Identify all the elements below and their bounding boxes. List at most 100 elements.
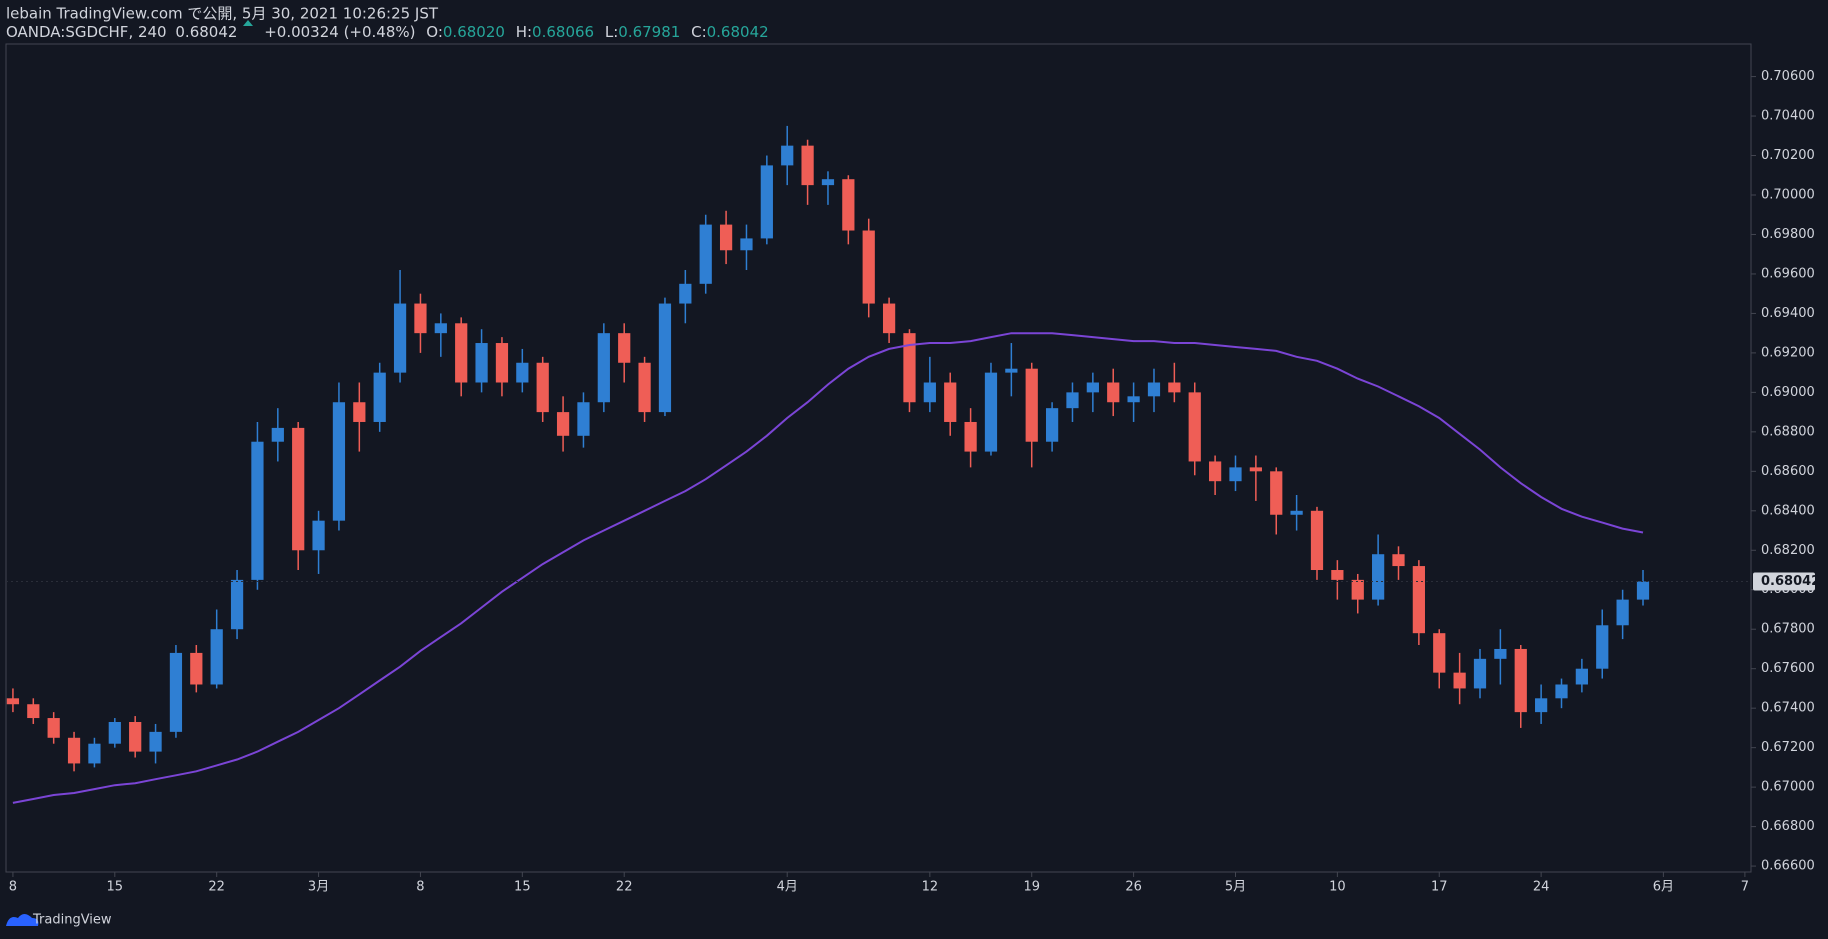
candle-body <box>1575 668 1588 685</box>
y-tick-label: 0.67000 <box>1761 780 1815 795</box>
candle-body <box>67 737 81 764</box>
y-tick-label: 0.68800 <box>1761 424 1815 439</box>
candle-body <box>108 721 121 744</box>
x-tick-label: 22 <box>208 880 225 895</box>
candle-body <box>1208 461 1222 482</box>
candle-body <box>475 343 488 383</box>
y-tick-label: 0.70600 <box>1761 69 1815 84</box>
last-price-label: 0.68042 <box>1761 574 1820 589</box>
candle-body <box>1351 579 1364 600</box>
c-label: C: <box>691 23 707 41</box>
x-tick-label: 10 <box>1329 880 1346 895</box>
candle-body <box>27 704 40 719</box>
candle-body <box>1310 510 1324 571</box>
candle-body <box>882 303 896 334</box>
candle-body <box>944 382 957 422</box>
candle-body <box>984 372 998 452</box>
candle-body <box>760 165 773 239</box>
candle-body <box>414 303 427 334</box>
x-tick-label: 17 <box>1431 880 1448 895</box>
candle-body <box>516 362 529 383</box>
candle-body <box>923 382 936 403</box>
candle-body <box>1555 684 1568 699</box>
candle-body <box>149 731 162 752</box>
x-tick-label: 4月 <box>777 880 798 895</box>
candle-body <box>434 323 447 334</box>
y-tick-label: 0.70400 <box>1761 109 1815 124</box>
candle-body <box>781 145 794 166</box>
candle-body <box>190 652 203 685</box>
candle-body <box>6 698 20 705</box>
o-value: 0.68020 <box>443 23 505 41</box>
y-tick-label: 0.69400 <box>1761 306 1815 321</box>
candle-body <box>1596 625 1609 669</box>
candle-body <box>1494 648 1507 659</box>
candle-body <box>1331 570 1344 580</box>
y-tick-label: 0.67400 <box>1761 701 1815 716</box>
y-tick-label: 0.69200 <box>1761 345 1815 360</box>
moving-average <box>12 332 1644 804</box>
candle-body <box>495 343 509 383</box>
l-label: L: <box>605 23 618 41</box>
candle-body <box>536 362 549 413</box>
candle-body <box>129 721 142 752</box>
candle-body <box>821 179 835 186</box>
y-tick-label: 0.67600 <box>1761 661 1815 676</box>
candle-body <box>618 333 631 363</box>
plot-frame <box>5 43 1752 873</box>
x-tick-label: 3月 <box>308 880 329 895</box>
candle-body <box>556 412 570 436</box>
candle-body <box>903 333 916 403</box>
candle-body <box>455 323 468 383</box>
candle-body <box>1249 467 1262 472</box>
candle-body <box>1270 471 1283 515</box>
candle-body <box>373 372 386 422</box>
candle-body <box>597 333 610 403</box>
x-tick-label: 15 <box>514 880 531 895</box>
header-title: lebain TradingView.com で公開, 5月 30, 2021 … <box>6 5 439 23</box>
candle-body <box>801 145 814 186</box>
up-arrow <box>243 20 253 26</box>
logo <box>6 914 39 926</box>
candle-body <box>230 579 244 630</box>
candle-body <box>1025 368 1038 442</box>
y-tick-label: 0.68400 <box>1761 503 1815 518</box>
footer-brand: TradingView <box>32 913 112 928</box>
candle-body <box>1168 382 1181 393</box>
candle-body <box>1514 648 1527 713</box>
y-tick-label: 0.66600 <box>1761 859 1815 874</box>
y-tick-label: 0.69600 <box>1761 266 1815 281</box>
y-tick-label: 0.67800 <box>1761 622 1815 637</box>
candle-body <box>88 743 101 764</box>
y-tick-label: 0.66800 <box>1761 819 1815 834</box>
y-tick-label: 0.70000 <box>1761 187 1815 202</box>
candle-body <box>1045 408 1059 442</box>
price: 0.68042 <box>175 23 237 41</box>
candle-body <box>210 629 223 685</box>
y-tick-label: 0.67200 <box>1761 740 1815 755</box>
y-tick-label: 0.68600 <box>1761 464 1815 479</box>
x-tick-label: 19 <box>1023 880 1040 895</box>
x-tick-label: 8 <box>416 880 424 895</box>
candle-body <box>1636 581 1650 600</box>
candle-body <box>862 230 875 304</box>
header-info: OANDA:SGDCHF, 240 0.68042 +0.00324 (+0.4… <box>6 23 769 41</box>
candle-body <box>1066 392 1079 409</box>
candle-body <box>292 427 305 551</box>
y-tick-label: 0.70200 <box>1761 148 1815 163</box>
candle-body <box>332 402 346 521</box>
candle-body <box>719 224 733 251</box>
candle-body <box>1229 467 1242 482</box>
candle-body <box>699 224 712 284</box>
candle-body <box>1616 599 1629 626</box>
candle-body <box>1086 382 1099 393</box>
candle-body <box>353 402 366 422</box>
change: +0.00324 (+0.48%) <box>264 23 415 41</box>
x-tick-label: 7 <box>1741 880 1749 895</box>
x-tick-label: 8 <box>9 880 17 895</box>
candle-body <box>1392 554 1405 567</box>
x-tick-label: 15 <box>107 880 124 895</box>
candle-body <box>1453 672 1466 689</box>
o-label: O: <box>426 23 443 41</box>
